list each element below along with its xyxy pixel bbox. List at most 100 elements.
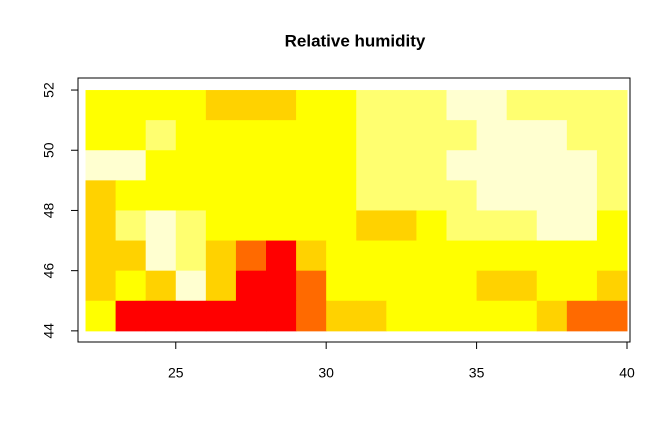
heat-cell	[446, 210, 478, 242]
heat-cell	[326, 240, 357, 272]
heat-cell	[85, 240, 117, 272]
heat-cell	[145, 120, 177, 151]
heat-cell	[235, 120, 267, 151]
heat-cell	[386, 240, 417, 272]
heat-cell	[386, 180, 417, 211]
heat-cell	[596, 180, 628, 211]
heat-cell	[266, 120, 297, 151]
heat-cell	[536, 300, 568, 332]
heat-cell	[506, 120, 538, 151]
heat-cell	[85, 150, 117, 181]
heat-cell	[115, 270, 147, 302]
heat-cell	[356, 210, 387, 242]
heat-cell	[85, 300, 117, 332]
heat-cell	[175, 120, 207, 151]
heat-cell	[596, 210, 628, 242]
heat-cell	[296, 210, 327, 242]
heat-cell	[115, 150, 147, 181]
heat-cell	[205, 90, 237, 121]
heat-cell	[566, 240, 598, 272]
heat-cell	[296, 300, 327, 332]
heat-cell	[506, 90, 538, 121]
heat-cell	[476, 270, 508, 302]
heat-cell	[266, 210, 297, 242]
heat-cell	[145, 180, 177, 211]
heat-cell	[296, 240, 327, 272]
heat-cell	[266, 240, 297, 272]
heat-cell	[326, 270, 357, 302]
heat-cell	[235, 210, 267, 242]
heat-cell	[356, 150, 387, 181]
x-tick-label: 35	[469, 365, 485, 381]
heat-cell	[416, 240, 448, 272]
heat-cell	[356, 270, 387, 302]
heat-cell	[356, 90, 387, 121]
heat-cell	[536, 150, 568, 181]
heat-cell	[416, 90, 448, 121]
heat-cell	[326, 300, 357, 332]
heat-cell	[356, 120, 387, 151]
heatmap-cells	[85, 90, 628, 332]
heat-cell	[536, 120, 568, 151]
heat-cell	[266, 150, 297, 181]
heat-cell	[596, 240, 628, 272]
heat-cell	[506, 210, 538, 242]
heat-cell	[296, 270, 327, 302]
heat-cell	[596, 270, 628, 302]
y-tick-label: 44	[41, 323, 57, 339]
heat-cell	[506, 300, 538, 332]
heat-cell	[416, 150, 448, 181]
heat-cell	[566, 90, 598, 121]
heat-cell	[476, 300, 508, 332]
heat-cell	[145, 150, 177, 181]
heat-cell	[205, 270, 237, 302]
heat-cell	[175, 210, 207, 242]
x-tick-label: 40	[619, 365, 635, 381]
y-tick-label: 46	[41, 263, 57, 279]
heat-cell	[266, 90, 297, 121]
heat-cell	[85, 180, 117, 211]
heat-cell	[566, 210, 598, 242]
heat-cell	[326, 120, 357, 151]
heat-cell	[416, 180, 448, 211]
heat-cell	[536, 210, 568, 242]
heat-cell	[536, 270, 568, 302]
heat-cell	[476, 240, 508, 272]
heat-cell	[235, 180, 267, 211]
heat-cell	[205, 180, 237, 211]
heat-cell	[596, 150, 628, 181]
heat-cell	[266, 300, 297, 332]
heat-cell	[205, 120, 237, 151]
heat-cell	[326, 210, 357, 242]
heat-cell	[596, 120, 628, 151]
heat-cell	[506, 240, 538, 272]
heat-cell	[205, 150, 237, 181]
heat-cell	[476, 210, 508, 242]
heat-cell	[326, 180, 357, 211]
heat-cell	[386, 270, 417, 302]
heat-cell	[235, 240, 267, 272]
heat-cell	[506, 180, 538, 211]
heat-cell	[115, 180, 147, 211]
heat-cell	[175, 270, 207, 302]
heat-cell	[386, 300, 417, 332]
heat-cell	[386, 120, 417, 151]
heat-cell	[266, 180, 297, 211]
heat-cell	[356, 240, 387, 272]
heat-cell	[446, 150, 478, 181]
heat-cell	[596, 90, 628, 121]
heat-cell	[115, 90, 147, 121]
heat-cell	[536, 240, 568, 272]
heat-cell	[296, 120, 327, 151]
heat-cell	[476, 180, 508, 211]
heat-cell	[386, 150, 417, 181]
heat-cell	[326, 150, 357, 181]
heat-cell	[416, 210, 448, 242]
heat-cell	[235, 300, 267, 332]
heat-cell	[205, 240, 237, 272]
heat-cell	[386, 90, 417, 121]
heat-cell	[85, 120, 117, 151]
heat-cell	[446, 120, 478, 151]
heat-cell	[235, 270, 267, 302]
